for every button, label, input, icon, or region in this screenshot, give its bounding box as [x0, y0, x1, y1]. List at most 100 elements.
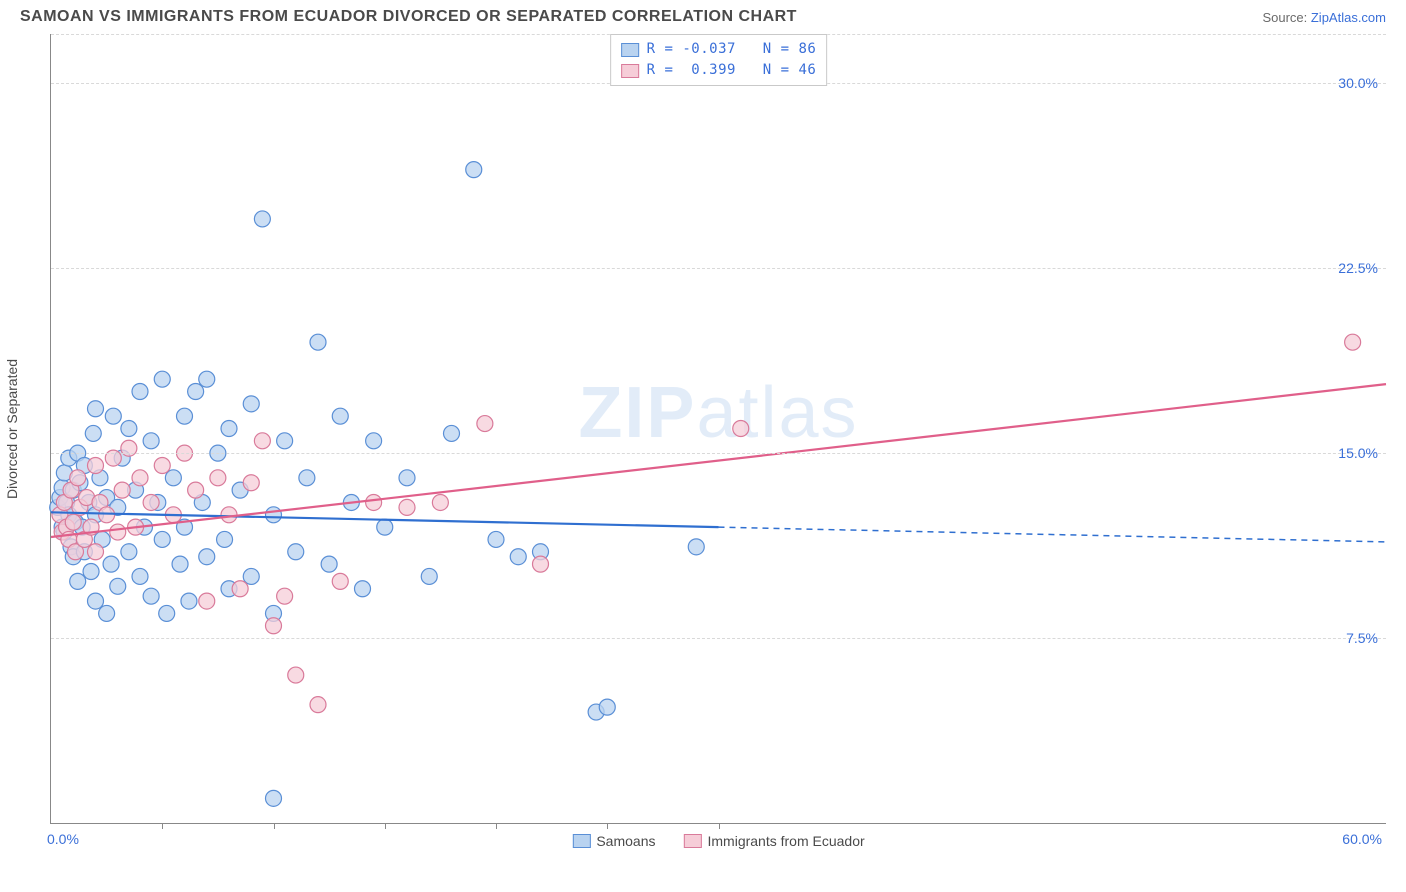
data-point-samoans — [99, 605, 115, 621]
gridline-h — [51, 453, 1386, 454]
data-point-samoans — [154, 371, 170, 387]
data-point-samoans — [85, 425, 101, 441]
legend-item-ecuador: Immigrants from Ecuador — [683, 833, 864, 849]
x-tick-mark — [496, 823, 497, 829]
data-point-samoans — [121, 544, 137, 560]
data-point-samoans — [132, 384, 148, 400]
data-point-ecuador — [132, 470, 148, 486]
data-point-ecuador — [277, 588, 293, 604]
chart-title: SAMOAN VS IMMIGRANTS FROM ECUADOR DIVORC… — [20, 8, 797, 26]
data-point-ecuador — [332, 573, 348, 589]
swatch-samoans — [621, 43, 639, 57]
x-tick-min: 0.0% — [47, 831, 79, 847]
data-point-ecuador — [199, 593, 215, 609]
data-point-samoans — [510, 549, 526, 565]
chart-header: SAMOAN VS IMMIGRANTS FROM ECUADOR DIVORC… — [0, 0, 1406, 30]
data-point-samoans — [199, 549, 215, 565]
data-point-ecuador — [266, 618, 282, 634]
data-point-ecuador — [432, 494, 448, 510]
data-point-ecuador — [254, 433, 270, 449]
data-point-samoans — [103, 556, 119, 572]
data-point-samoans — [154, 531, 170, 547]
y-tick-label: 30.0% — [1338, 75, 1378, 91]
data-point-ecuador — [188, 482, 204, 498]
legend-samoans-stats: R = -0.037 N = 86 — [647, 39, 817, 60]
y-tick-label: 22.5% — [1338, 260, 1378, 276]
x-tick-mark — [719, 823, 720, 829]
data-point-samoans — [221, 421, 237, 437]
data-point-samoans — [377, 519, 393, 535]
data-point-ecuador — [70, 470, 86, 486]
data-point-samoans — [254, 211, 270, 227]
plot-region: ZIPatlas R = -0.037 N = 86 R = 0.399 N = — [50, 34, 1386, 824]
source-attribution: Source: ZipAtlas.com — [1262, 10, 1386, 25]
data-point-ecuador — [88, 544, 104, 560]
data-point-ecuador — [477, 416, 493, 432]
data-point-samoans — [88, 401, 104, 417]
data-point-ecuador — [366, 494, 382, 510]
data-point-ecuador — [399, 499, 415, 515]
data-point-ecuador — [232, 581, 248, 597]
legend-label-samoans: Samoans — [596, 833, 655, 849]
data-point-samoans — [444, 425, 460, 441]
x-tick-mark — [274, 823, 275, 829]
data-point-samoans — [217, 531, 233, 547]
data-point-samoans — [199, 371, 215, 387]
data-point-ecuador — [310, 697, 326, 713]
data-point-ecuador — [221, 507, 237, 523]
chart-area: Divorced or Separated ZIPatlas R = -0.03… — [20, 34, 1386, 824]
data-point-ecuador — [88, 457, 104, 473]
x-tick-mark — [162, 823, 163, 829]
data-point-ecuador — [114, 482, 130, 498]
data-point-samoans — [88, 593, 104, 609]
data-point-ecuador — [110, 524, 126, 540]
data-point-samoans — [399, 470, 415, 486]
x-tick-mark — [607, 823, 608, 829]
data-point-samoans — [188, 384, 204, 400]
x-tick-mark — [385, 823, 386, 829]
data-point-samoans — [165, 470, 181, 486]
data-point-samoans — [243, 396, 259, 412]
data-point-samoans — [105, 408, 121, 424]
data-point-ecuador — [143, 494, 159, 510]
data-point-samoans — [143, 433, 159, 449]
data-point-samoans — [181, 593, 197, 609]
data-point-samoans — [70, 573, 86, 589]
data-point-samoans — [132, 568, 148, 584]
data-point-samoans — [355, 581, 371, 597]
y-tick-label: 7.5% — [1346, 630, 1378, 646]
legend-item-samoans: Samoans — [572, 833, 655, 849]
series-legend: Samoans Immigrants from Ecuador — [572, 833, 864, 849]
data-point-samoans — [366, 433, 382, 449]
data-point-ecuador — [210, 470, 226, 486]
swatch-ecuador — [621, 64, 639, 78]
data-point-samoans — [243, 568, 259, 584]
data-point-samoans — [83, 564, 99, 580]
data-point-samoans — [488, 531, 504, 547]
data-point-ecuador — [65, 514, 81, 530]
legend-row-samoans: R = -0.037 N = 86 — [621, 39, 817, 60]
data-point-samoans — [121, 421, 137, 437]
data-point-samoans — [321, 556, 337, 572]
data-point-samoans — [421, 568, 437, 584]
swatch-samoans-bottom — [572, 834, 590, 848]
data-point-samoans — [143, 588, 159, 604]
data-point-samoans — [599, 699, 615, 715]
legend-row-ecuador: R = 0.399 N = 46 — [621, 60, 817, 81]
data-point-ecuador — [1345, 334, 1361, 350]
data-point-ecuador — [288, 667, 304, 683]
data-point-ecuador — [533, 556, 549, 572]
data-point-samoans — [688, 539, 704, 555]
legend-ecuador-stats: R = 0.399 N = 46 — [647, 60, 817, 81]
source-link[interactable]: ZipAtlas.com — [1311, 10, 1386, 25]
swatch-ecuador-bottom — [683, 834, 701, 848]
data-point-samoans — [277, 433, 293, 449]
x-tick-max: 60.0% — [1342, 831, 1382, 847]
data-point-ecuador — [154, 457, 170, 473]
data-point-samoans — [288, 544, 304, 560]
data-point-samoans — [266, 507, 282, 523]
data-point-samoans — [177, 408, 193, 424]
data-point-ecuador — [243, 475, 259, 491]
data-point-samoans — [332, 408, 348, 424]
data-point-ecuador — [99, 507, 115, 523]
